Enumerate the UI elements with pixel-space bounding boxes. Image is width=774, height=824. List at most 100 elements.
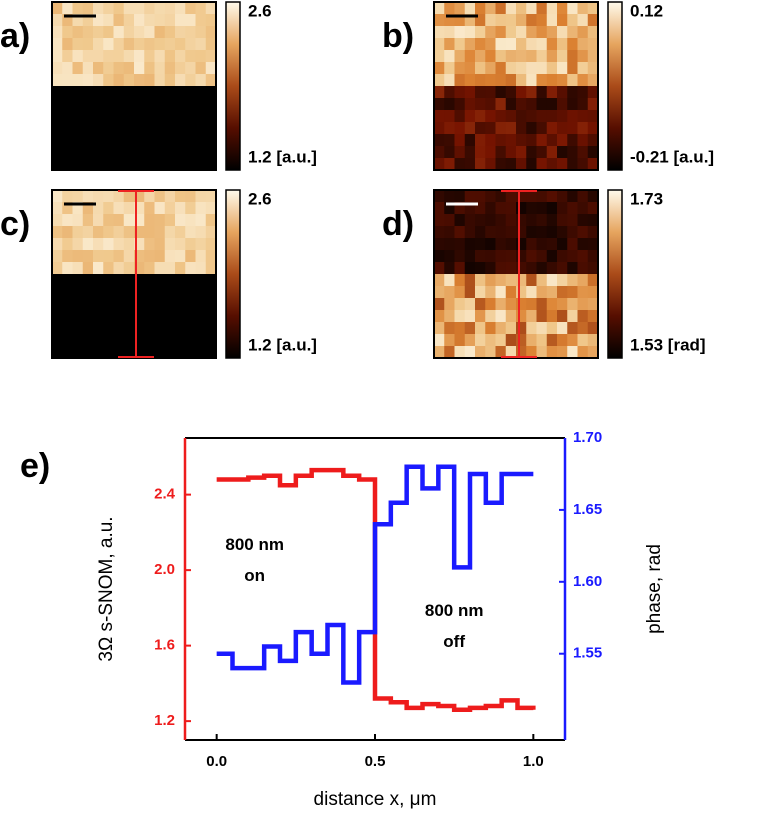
heatmap-cell [82,38,94,51]
heatmap-cell [444,202,455,215]
heatmap-cell [454,98,466,111]
heatmap-cell [526,262,537,275]
heatmap-cell [434,346,445,359]
heatmap-cell [577,62,589,75]
heatmap-cell [103,122,114,135]
heatmap-cell [175,298,186,311]
heatmap-cell [62,14,73,27]
heatmap-cell [485,158,496,171]
heatmap-cell [134,322,145,335]
heatmap-cell [185,202,196,215]
heatmap-cell [495,298,507,311]
heatmap-cell [154,346,166,359]
heatmap-cell [123,226,135,239]
heatmap-cell [464,190,476,203]
heatmap-cell [567,2,578,15]
heatmap-cell [475,250,486,263]
heatmap-cell [475,146,486,159]
heatmap-cell [195,98,207,111]
heatmap-cell [205,158,217,171]
heatmap-cell [567,74,578,87]
heatmap-cell [175,86,186,99]
heatmap-cell [536,14,548,27]
heatmap-cell [72,38,84,51]
heatmap-cell [195,2,207,15]
heatmap-cell [154,146,166,159]
heatmap-cell [577,286,589,299]
heatmap-cell [577,274,589,287]
heatmap-cell [82,146,94,159]
heatmap-cell [526,334,537,347]
heatmap-cell [526,62,537,75]
heatmap-cell [536,38,548,51]
heatmap-cell [82,110,94,123]
heatmap-cell [154,322,166,335]
heatmap-cell [123,286,135,299]
heatmap-cell [557,250,568,263]
heatmap-cell [52,298,63,311]
heatmap-cell [587,238,599,251]
heatmap-frame [51,1,217,171]
heatmap-cell [52,122,63,135]
heatmap-cell [52,214,63,227]
heatmap-cell [103,310,114,323]
heatmap-cell [434,110,445,123]
heatmap-cell [185,214,196,227]
heatmap-cell [72,158,84,171]
heatmap-cell [134,298,145,311]
heatmap-cell [434,190,445,203]
heatmap-cell [134,110,145,123]
heatmap-cell [557,146,568,159]
heatmap-cell [587,250,599,263]
heatmap-cell [175,38,186,51]
heatmap-cell [485,238,496,251]
heatmap-cell [454,86,466,99]
heatmap-cell [464,298,476,311]
heatmap-cell [505,146,517,159]
heatmap-cell [475,2,486,15]
heatmap-cell [516,202,527,215]
heatmap-cell [185,146,196,159]
heatmap-cell [567,134,578,147]
heatmap-cell [144,74,155,87]
heatmap-cell [72,202,84,215]
heatmap-cell [103,98,114,111]
annotation: 800 nm [225,535,284,554]
heatmap-cell [567,190,578,203]
heatmap-cell [475,262,486,275]
heatmap-cell [526,98,537,111]
heatmap-cell [505,190,517,203]
heatmap-cell [557,38,568,51]
heatmap-cell [526,38,537,51]
heatmap-cell [495,38,507,51]
heatmap-cell [52,38,63,51]
heatmap-cell [444,2,455,15]
heatmap-cell [434,86,445,99]
heatmap-cell [587,50,599,63]
heatmap-cell [516,146,527,159]
heatmap-cell [113,62,125,75]
heatmap-cell [495,262,507,275]
heatmap-cell [485,14,496,27]
heatmap-cell [454,2,466,15]
heatmap-cell [557,62,568,75]
heatmap-cell [557,346,568,359]
heatmap-cell [536,262,548,275]
x-tick-label: 1.0 [523,753,544,770]
heatmap-cell [103,14,114,27]
heatmap-cell [62,74,73,87]
heatmap-cell [444,346,455,359]
annotation: 800 nm [425,601,484,620]
series-line [216,464,534,685]
heatmap-cell [464,238,476,251]
heatmap-cell [123,110,135,123]
heatmap-cell [505,262,517,275]
heatmap-cell [62,334,73,347]
heatmap-cell [123,310,135,323]
heatmap-cell [444,238,455,251]
heatmap-cell [134,214,145,227]
heatmap-cell [72,262,84,275]
heatmap-cell [123,38,135,51]
heatmap-cell [464,62,476,75]
heatmap-cell [526,226,537,239]
